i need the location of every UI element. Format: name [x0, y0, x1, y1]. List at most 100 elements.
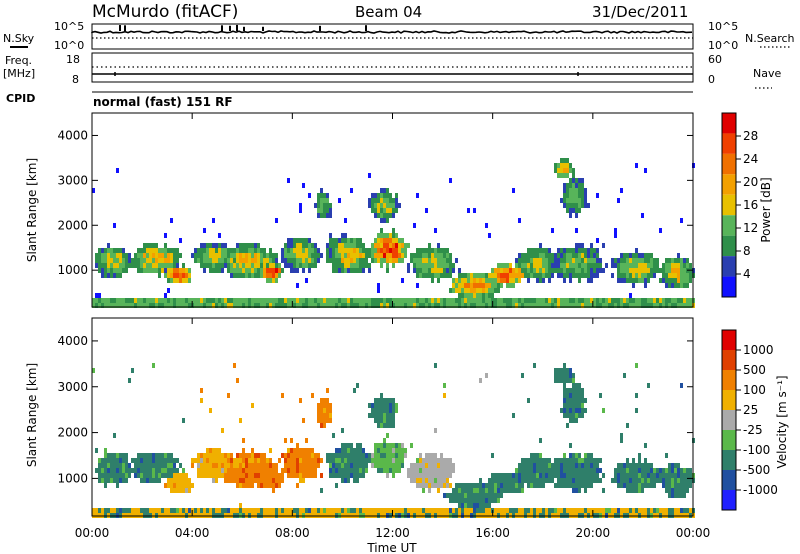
heat-cell: [137, 258, 140, 263]
heat-cell: [338, 268, 341, 273]
heat-cell: [128, 253, 131, 258]
heat-cell: [479, 493, 482, 498]
colorbar-swatch: [722, 330, 736, 350]
heat-cell: [545, 508, 548, 513]
heat-cell: [446, 508, 449, 513]
heat-cell: [683, 478, 686, 483]
heat-cell: [401, 443, 404, 448]
heat-cell: [557, 168, 560, 173]
heat-cell: [329, 248, 332, 253]
heat-cell: [590, 273, 593, 278]
heat-cell: [302, 298, 305, 303]
heat-cell: [347, 473, 350, 478]
heat-cell: [536, 298, 539, 303]
heat-cell: [602, 268, 605, 273]
heat-cell: [368, 453, 371, 458]
heat-cell: [452, 498, 455, 503]
heat-cell: [563, 463, 566, 468]
heat-cell: [260, 463, 263, 468]
heat-cell: [488, 503, 491, 508]
heat-cell: [140, 258, 143, 263]
heat-cell: [383, 298, 386, 303]
heat-cell: [350, 303, 353, 308]
heat-cell: [143, 453, 146, 458]
heat-cell: [434, 473, 437, 478]
heat-cell: [302, 263, 305, 268]
heat-cell: [389, 208, 392, 213]
heat-cell: [356, 268, 359, 273]
heat-cell: [101, 253, 104, 258]
heat-cell: [338, 463, 341, 468]
heat-cell: [620, 188, 623, 193]
heat-cell: [620, 463, 623, 468]
colorbar-tick-label: 1000: [743, 343, 774, 357]
heat-cell: [242, 253, 245, 258]
heat-cell: [419, 458, 422, 463]
heat-cell: [164, 243, 167, 248]
heat-cell: [527, 268, 530, 273]
heat-cell: [377, 288, 380, 293]
heat-cell: [428, 298, 431, 303]
heat-cell: [239, 483, 242, 488]
heat-cell: [188, 483, 191, 488]
heat-cell: [170, 453, 173, 458]
heat-cell: [431, 263, 434, 268]
heat-cell: [113, 253, 116, 258]
heat-cell: [629, 298, 632, 303]
heat-cell: [644, 483, 647, 488]
heat-cell: [437, 248, 440, 253]
heat-cell: [446, 468, 449, 473]
heat-cell: [374, 213, 377, 218]
heat-cell: [563, 478, 566, 483]
heat-cell: [176, 508, 179, 513]
heat-cell: [188, 298, 191, 303]
heat-cell: [443, 468, 446, 473]
heat-cell: [458, 288, 461, 293]
heat-cell: [542, 463, 545, 468]
heat-cell: [623, 253, 626, 258]
heat-cell: [335, 258, 338, 263]
heat-cell: [380, 228, 383, 233]
heat-cell: [566, 253, 569, 258]
heat-cell: [329, 458, 332, 463]
heat-cell: [239, 468, 242, 473]
heat-cell: [575, 393, 578, 398]
heat-cell: [140, 248, 143, 253]
heat-cell: [257, 273, 260, 278]
heat-cell: [569, 298, 572, 303]
heat-cell: [482, 303, 485, 308]
heat-cell: [404, 248, 407, 253]
heat-cell: [323, 403, 326, 408]
heat-cell: [113, 463, 116, 468]
heat-cell: [215, 453, 218, 458]
heat-cell: [356, 453, 359, 458]
heat-cell: [662, 303, 665, 308]
heat-cell: [344, 443, 347, 448]
heat-cell: [386, 463, 389, 468]
heat-cell: [656, 508, 659, 513]
heat-cell: [134, 473, 137, 478]
heat-cell: [422, 508, 425, 513]
heat-cell: [338, 198, 341, 203]
heat-cell: [386, 253, 389, 258]
heat-cell: [584, 263, 587, 268]
heat-cell: [104, 273, 107, 278]
heat-cell: [206, 463, 209, 468]
heat-cell: [164, 258, 167, 263]
heat-cell: [224, 463, 227, 468]
heat-cell: [389, 423, 392, 428]
heat-cell: [233, 273, 236, 278]
heat-cell: [503, 273, 506, 278]
heat-cell: [443, 458, 446, 463]
heat-cell: [473, 273, 476, 278]
heat-cell: [677, 473, 680, 478]
heat-cell: [581, 243, 584, 248]
heat-cell: [590, 253, 593, 258]
heat-cell: [302, 268, 305, 273]
heat-cell: [143, 468, 146, 473]
heat-cell: [320, 408, 323, 413]
heat-cell: [668, 298, 671, 303]
heat-cell: [338, 253, 341, 258]
heat-cell: [185, 273, 188, 278]
heat-cell: [539, 508, 542, 513]
